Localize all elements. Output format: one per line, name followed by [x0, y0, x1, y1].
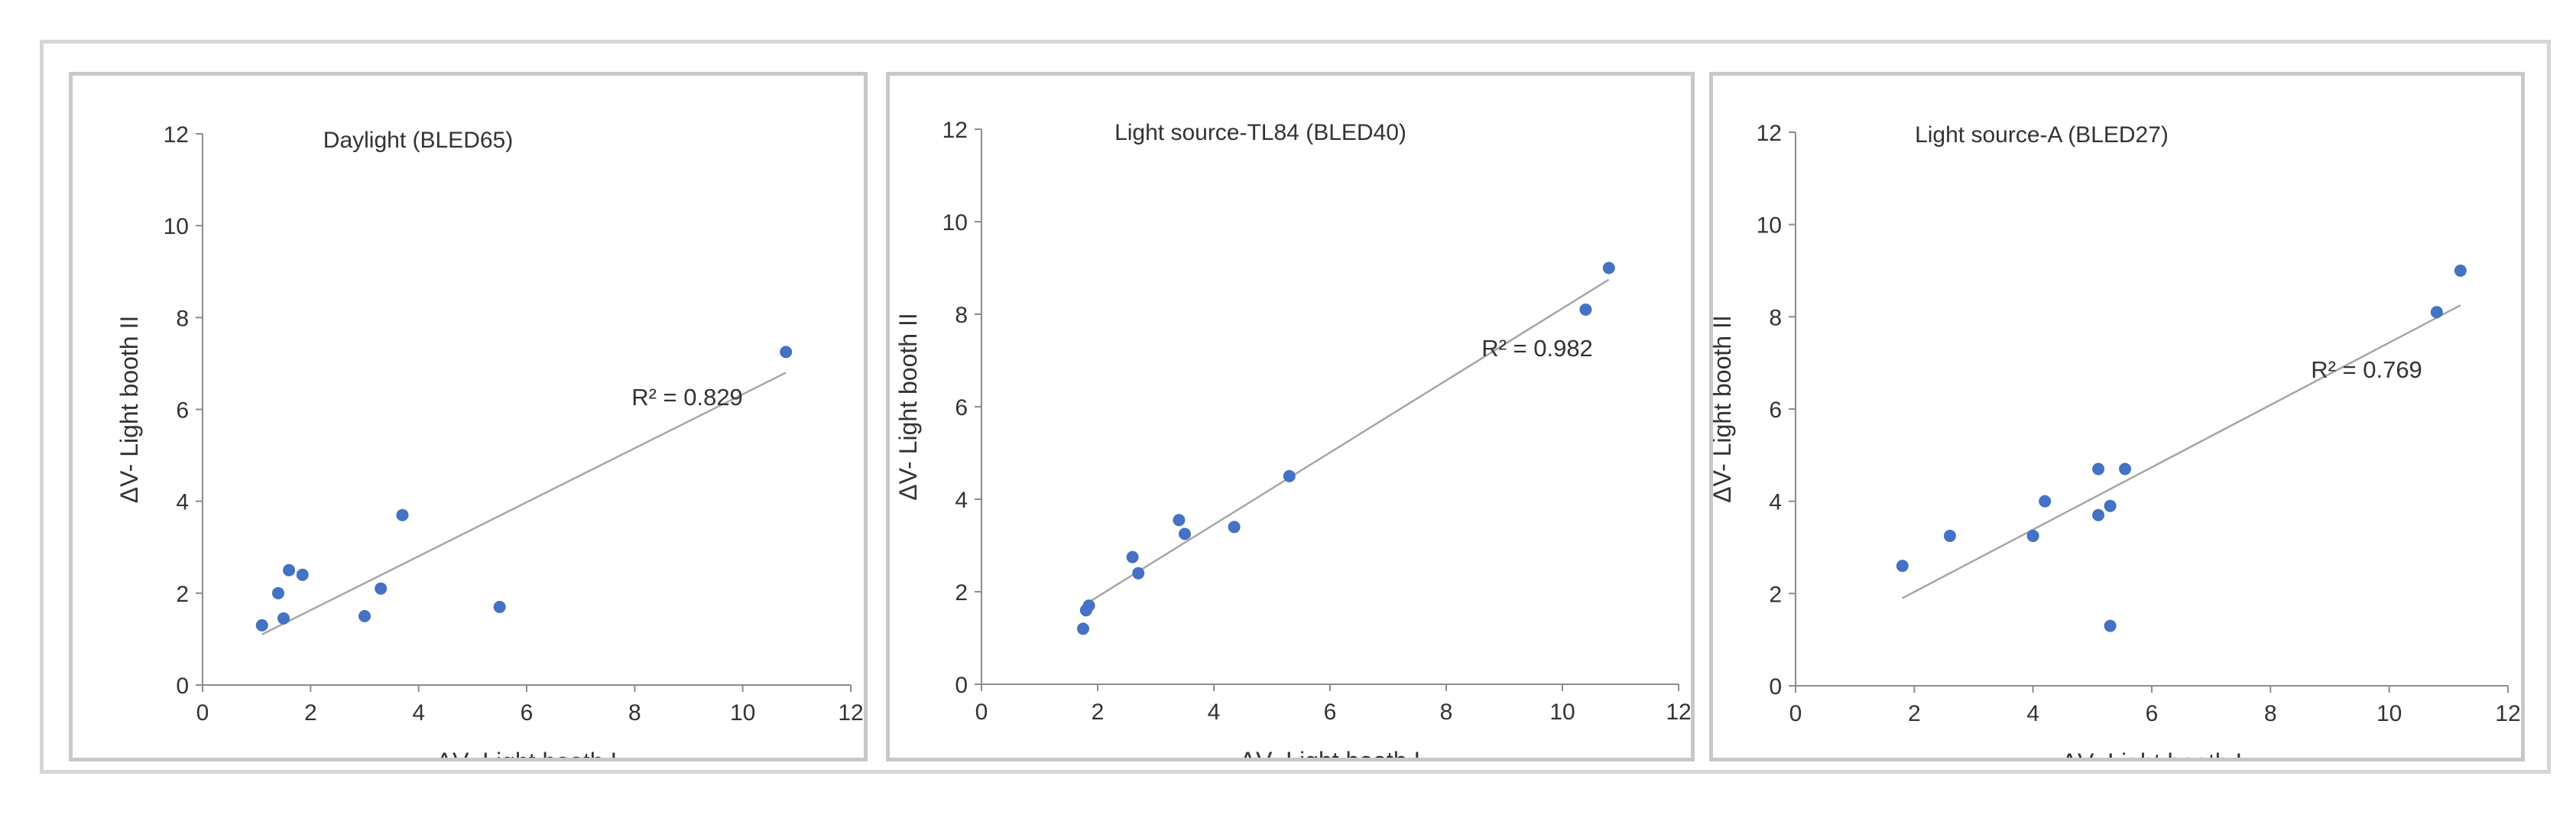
- chart-panel-daylight: 0 2 4 6 8 10 12 0 2 4 6 8 10 12 ΔV- Light booth I ΔV- L…: [69, 72, 868, 761]
- y-tick-label: 2: [176, 582, 189, 607]
- y-tick-label: 12: [1757, 121, 1782, 146]
- x-tick-label: 0: [975, 700, 988, 725]
- y-tick-label: 10: [1757, 213, 1782, 239]
- y-tick-label: 8: [176, 306, 189, 331]
- scatter-chart-0: 0 2 4 6 8 10 12 0 2 4 6 8 10 12 ΔV- Light booth I ΔV- L…: [115, 122, 864, 758]
- y-tick-label: 2: [1769, 582, 1782, 607]
- y-tick-label: 10: [942, 210, 968, 235]
- data-point: [2454, 265, 2467, 277]
- data-point: [1126, 550, 1139, 563]
- scatter-chart-2: 0 2 4 6 8 10 12 0 2 4 6 8 10 12 ΔV- Light booth I ΔV- L…: [1713, 121, 2521, 758]
- r-squared-label: R² = 0.769: [2311, 356, 2422, 383]
- x-tick-label: 8: [2264, 701, 2277, 726]
- y-tick-label: 8: [955, 303, 968, 328]
- y-axis-label: ΔV- Light booth II: [115, 316, 143, 504]
- y-tick-label: 8: [1769, 305, 1782, 330]
- data-point: [255, 619, 268, 632]
- data-point: [2104, 619, 2117, 632]
- data-point: [296, 568, 309, 581]
- scatter-chart-1: 0 2 4 6 8 10 12 0 2 4 6 8 10 12 ΔV- Light booth I ΔV- L…: [894, 118, 1691, 758]
- data-point: [2092, 463, 2105, 476]
- data-point: [1896, 560, 1909, 573]
- data-point: [1132, 567, 1145, 580]
- data-point: [1173, 514, 1186, 527]
- y-tick-label: 12: [164, 122, 189, 148]
- chart-panel-source-a: 0 2 4 6 8 10 12 0 2 4 6 8 10 12 ΔV- Light booth I ΔV- L…: [1709, 72, 2525, 761]
- chart-title: Light source-TL84 (BLED40): [1114, 120, 1406, 145]
- data-point: [2026, 529, 2039, 542]
- data-point: [271, 586, 284, 599]
- data-point: [1579, 303, 1592, 316]
- data-point: [2104, 499, 2117, 512]
- y-axis-label: ΔV- Light booth II: [1713, 315, 1736, 503]
- data-point: [493, 600, 506, 613]
- x-axis-label: ΔV- Light booth I: [436, 748, 618, 758]
- x-axis-label: ΔV- Light booth I: [1240, 747, 1421, 758]
- chart-title: Light source-A (BLED27): [1915, 122, 2169, 148]
- y-tick-label: 0: [1769, 674, 1782, 700]
- x-tick-label: 0: [1789, 701, 1802, 726]
- x-tick-label: 2: [304, 700, 317, 726]
- x-tick-label: 2: [1092, 700, 1105, 725]
- y-axis-label: ΔV- Light booth II: [894, 313, 922, 501]
- x-tick-label: 8: [1440, 700, 1453, 725]
- y-tick-label: 4: [176, 490, 189, 515]
- y-tick-label: 6: [955, 395, 968, 420]
- y-tick-label: 6: [176, 398, 189, 424]
- x-tick-label: 6: [2146, 701, 2159, 726]
- y-tick-label: 2: [955, 580, 968, 606]
- data-point: [1179, 528, 1191, 541]
- r-squared-label: R² = 0.982: [1481, 335, 1593, 362]
- data-point: [1943, 529, 1956, 542]
- trendline: [1082, 278, 1610, 607]
- x-tick-label: 12: [2495, 701, 2520, 726]
- data-point: [1283, 469, 1296, 482]
- data-point: [283, 563, 296, 576]
- data-point: [2430, 306, 2443, 319]
- y-tick-label: 0: [176, 674, 189, 699]
- y-tick-label: 10: [164, 214, 189, 239]
- x-tick-label: 4: [1208, 700, 1221, 725]
- x-tick-label: 6: [521, 700, 534, 726]
- chart-panel-tl84: 0 2 4 6 8 10 12 0 2 4 6 8 10 12 ΔV- Light booth I ΔV- L…: [886, 72, 1695, 761]
- r-squared-label: R² = 0.829: [631, 384, 743, 411]
- x-tick-label: 8: [628, 700, 641, 726]
- y-tick-label: 12: [942, 118, 968, 143]
- x-axis-label: ΔV- Light booth I: [2062, 748, 2243, 758]
- trendline: [1902, 304, 2461, 599]
- data-point: [396, 508, 409, 521]
- data-point: [1082, 599, 1095, 612]
- data-point: [1602, 261, 1615, 274]
- data-point: [358, 609, 371, 622]
- figure-frame: 0 2 4 6 8 10 12 0 2 4 6 8 10 12 ΔV- Light booth I ΔV- L…: [40, 40, 2551, 774]
- data-point: [2092, 508, 2105, 521]
- data-point: [2119, 463, 2132, 476]
- x-tick-label: 10: [2376, 701, 2402, 726]
- y-tick-label: 6: [1769, 398, 1782, 423]
- data-point: [375, 582, 388, 595]
- y-tick-label: 0: [955, 673, 968, 698]
- x-tick-label: 6: [1324, 700, 1337, 725]
- x-tick-label: 12: [1666, 700, 1691, 725]
- x-tick-label: 10: [1549, 700, 1575, 725]
- x-tick-label: 12: [838, 700, 863, 726]
- y-tick-label: 4: [955, 488, 968, 513]
- trendline: [261, 372, 787, 636]
- chart-title: Daylight (BLED65): [323, 128, 513, 153]
- y-tick-label: 4: [1769, 490, 1782, 515]
- x-tick-label: 4: [412, 700, 425, 726]
- data-point: [277, 612, 290, 625]
- data-point: [2039, 495, 2052, 508]
- data-point: [780, 346, 793, 359]
- x-tick-label: 0: [196, 700, 209, 726]
- data-point: [1228, 521, 1241, 534]
- data-point: [1077, 622, 1089, 635]
- x-tick-label: 10: [730, 700, 755, 726]
- x-tick-label: 4: [2026, 701, 2039, 726]
- x-tick-label: 2: [1908, 701, 1921, 726]
